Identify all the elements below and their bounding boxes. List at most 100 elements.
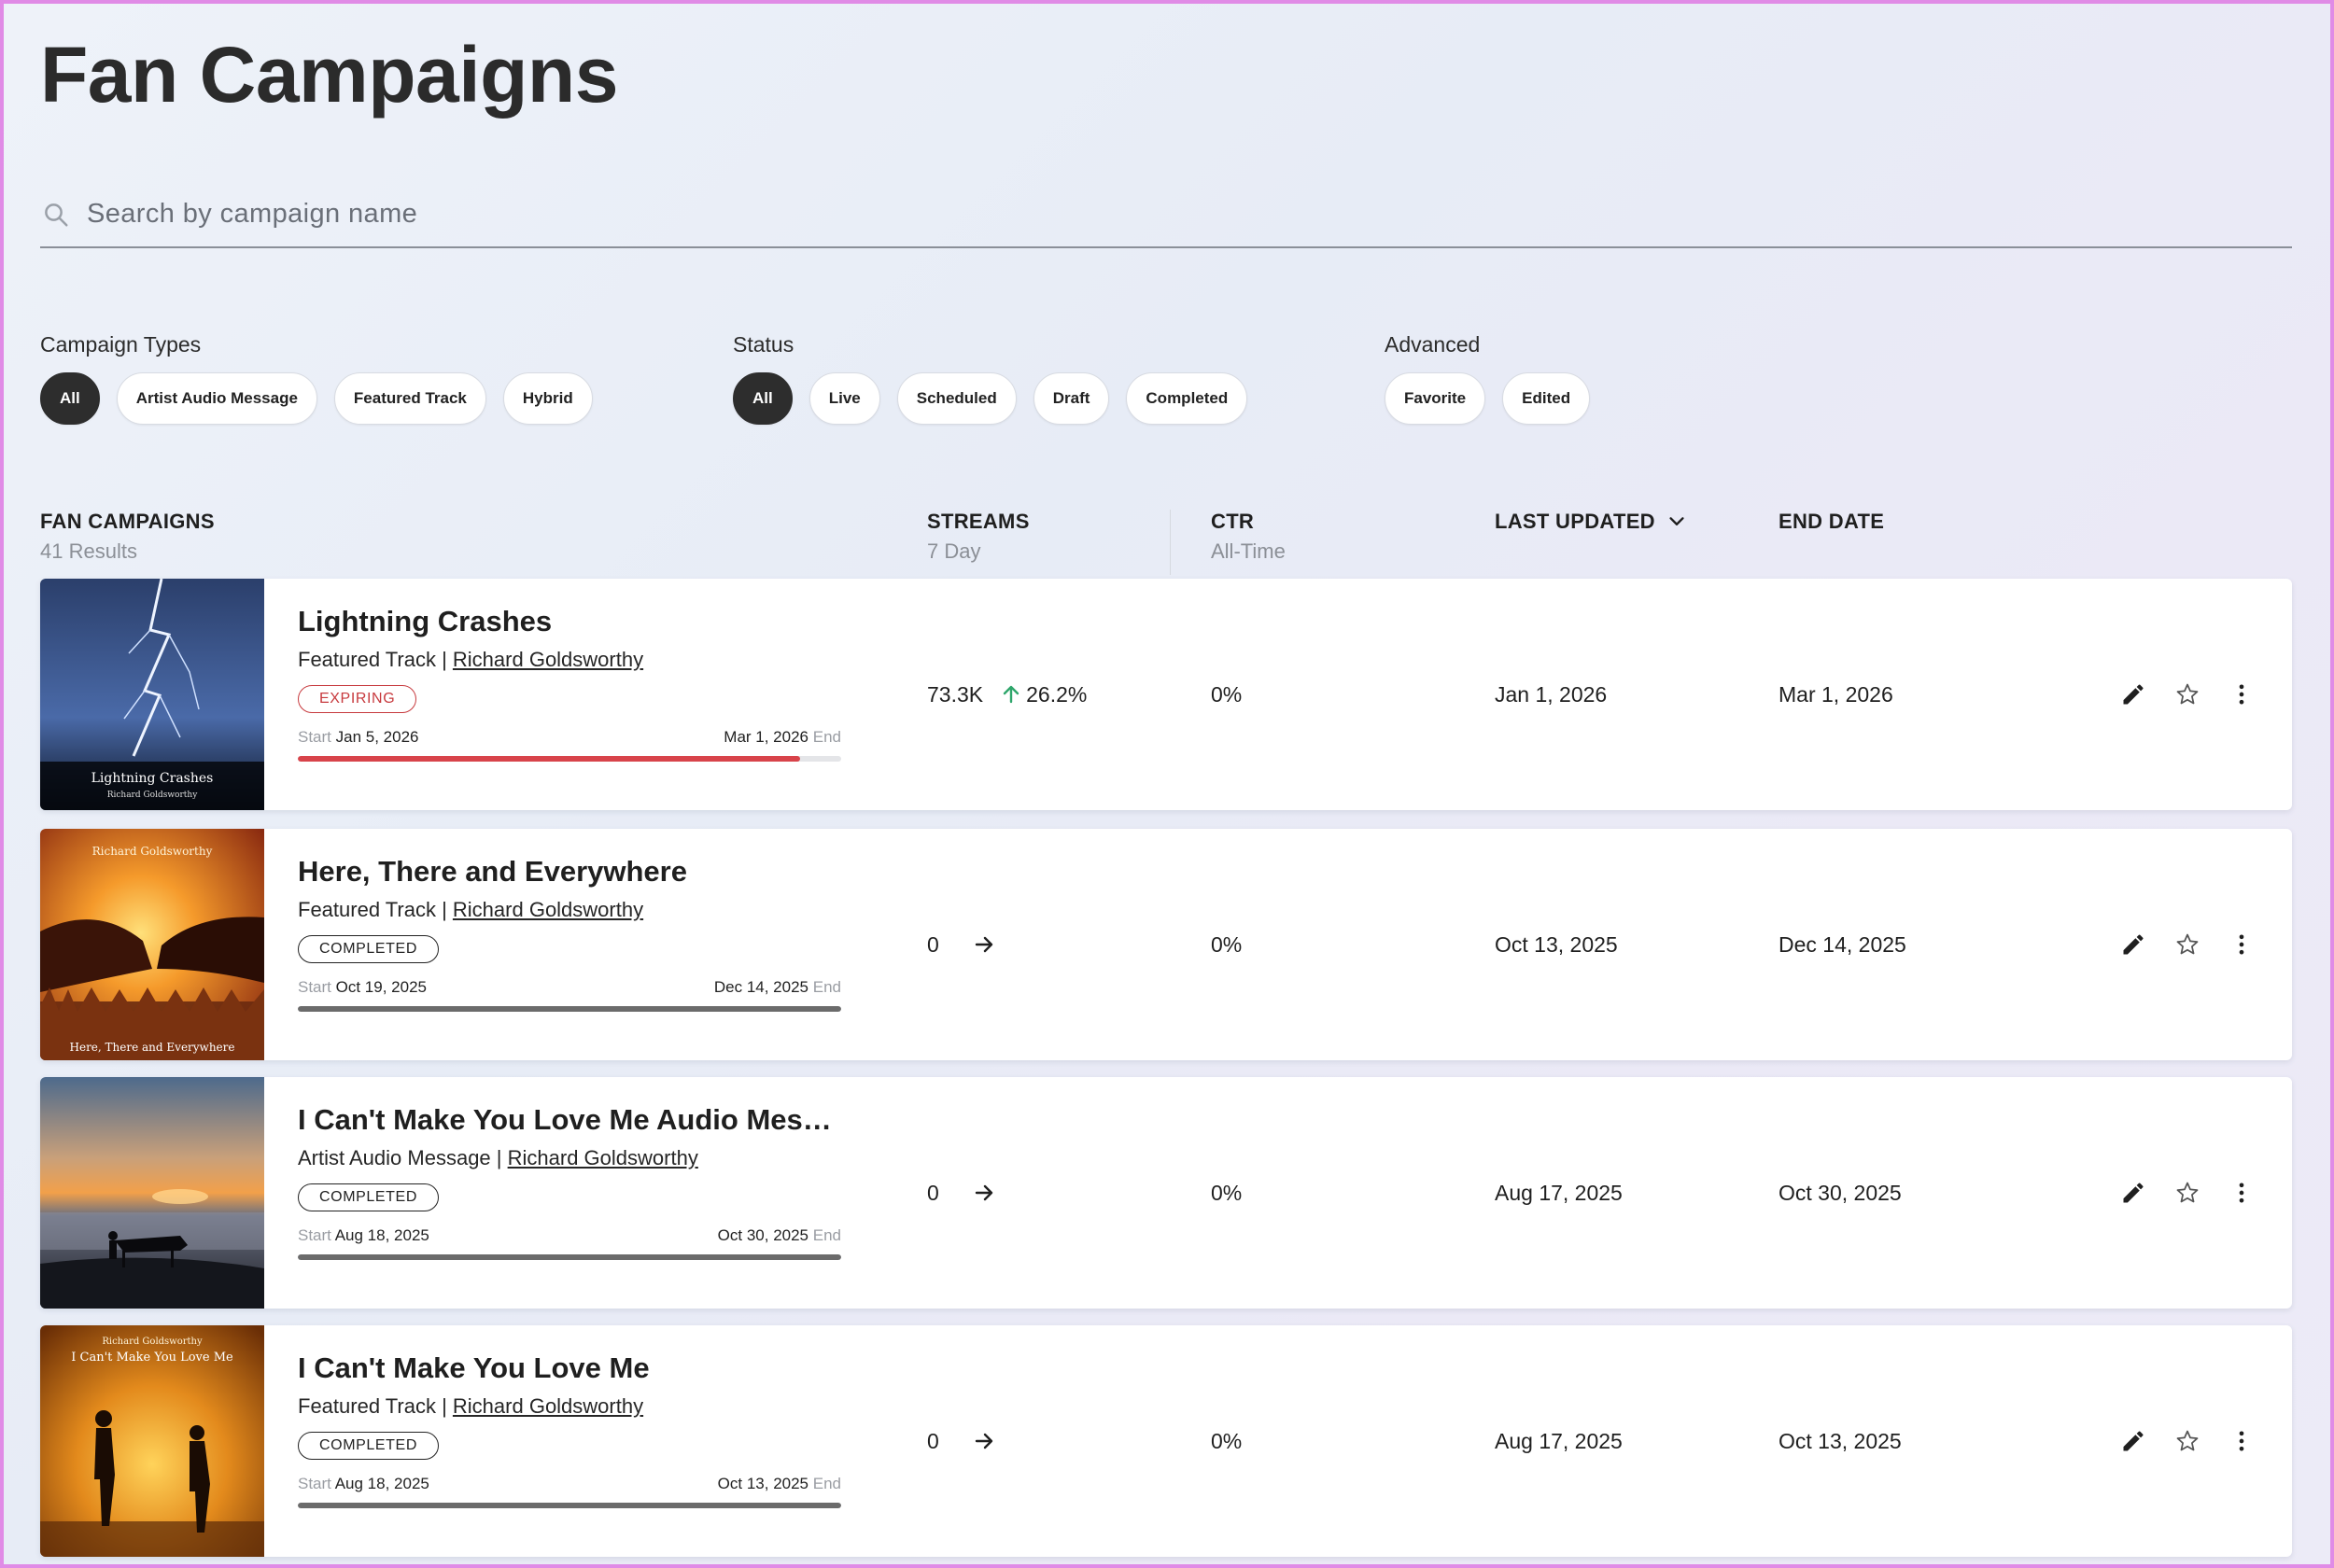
- more-options-icon[interactable]: [2229, 931, 2255, 958]
- start-date: Jan 5, 2026: [335, 728, 419, 746]
- progress-fill: [298, 1006, 841, 1012]
- chip-status-completed[interactable]: Completed: [1126, 372, 1248, 425]
- ctr-value: 0%: [1211, 1428, 1243, 1453]
- col-ctr[interactable]: CTR All-Time: [1211, 510, 1286, 564]
- more-options-icon[interactable]: [2229, 1180, 2255, 1206]
- start-date: Aug 18, 2025: [334, 1226, 429, 1244]
- table-row[interactable]: Lightning Crashes Richard Goldsworthy Li…: [40, 579, 2292, 810]
- art-title: Here, There and Everywhere: [70, 1041, 235, 1054]
- col-end-date[interactable]: END DATE: [1779, 510, 1884, 534]
- edit-icon[interactable]: [2120, 1180, 2146, 1206]
- arrow-up-icon: [1003, 685, 1019, 704]
- streams-count: 0: [927, 1428, 939, 1453]
- edit-icon[interactable]: [2120, 1428, 2146, 1454]
- ctr-value: 0%: [1211, 931, 1243, 957]
- last-updated-value: Aug 17, 2025: [1495, 1180, 1623, 1205]
- streams-value: 0: [927, 1077, 995, 1309]
- art-artist: Richard Goldsworthy: [107, 791, 198, 800]
- table-row[interactable]: Richard Goldsworthy Here, There and Ever…: [40, 829, 2292, 1060]
- status-filter: Status All Live Scheduled Draft Complete…: [733, 332, 1248, 425]
- status-label: Status: [733, 332, 794, 357]
- col-fan-campaigns-label: FAN CAMPAIGNS: [40, 510, 215, 533]
- campaign-name[interactable]: I Can't Make You Love Me Audio Messa…: [298, 1103, 841, 1136]
- start-date: Oct 19, 2025: [335, 978, 427, 996]
- arrow-right-icon: [975, 1433, 992, 1449]
- chip-edited[interactable]: Edited: [1502, 372, 1591, 425]
- streams-value: 0: [927, 829, 995, 1060]
- progress-bar: [298, 1006, 841, 1012]
- progress-bar: [298, 1503, 841, 1508]
- chip-status-all[interactable]: All: [733, 372, 793, 425]
- campaign-name[interactable]: I Can't Make You Love Me: [298, 1351, 650, 1384]
- end-date-value: Oct 13, 2025: [1779, 1428, 1902, 1453]
- start-label: Start: [298, 978, 331, 996]
- more-options-icon[interactable]: [2229, 681, 2255, 707]
- table-row[interactable]: I Can't Make You Love Me Audio Messa… Ar…: [40, 1077, 2292, 1309]
- advanced-label: Advanced: [1385, 332, 1481, 357]
- album-art: Richard Goldsworthy I Can't Make You Lov…: [40, 1325, 264, 1557]
- col-end-date-label: END DATE: [1779, 510, 1885, 533]
- star-icon[interactable]: [2174, 1180, 2200, 1206]
- campaign-type: Featured Track: [298, 648, 436, 671]
- chip-status-draft[interactable]: Draft: [1033, 372, 1110, 425]
- end-label: End: [812, 1226, 841, 1244]
- search-input[interactable]: [87, 198, 1394, 230]
- artist-link[interactable]: Richard Goldsworthy: [452, 648, 644, 671]
- end-date-value: Dec 14, 2025: [1779, 931, 1906, 957]
- search-bar: [40, 181, 2292, 248]
- chip-type-all[interactable]: All: [40, 372, 100, 425]
- chip-status-scheduled[interactable]: Scheduled: [896, 372, 1017, 425]
- edit-icon[interactable]: [2120, 681, 2146, 707]
- progress-fill: [298, 1254, 841, 1260]
- progress-fill: [298, 756, 801, 762]
- campaign-name[interactable]: Here, There and Everywhere: [298, 855, 687, 888]
- chip-type-hybrid[interactable]: Hybrid: [502, 372, 593, 425]
- last-updated-value: Jan 1, 2026: [1495, 681, 1608, 707]
- col-streams-sub: 7 Day: [927, 539, 981, 563]
- album-art: Lightning Crashes Richard Goldsworthy: [40, 579, 264, 810]
- streams-value: 73.3K 26.2%: [927, 579, 1087, 810]
- progress-fill: [298, 1503, 841, 1508]
- end-date-label-value: Dec 14, 2025: [713, 978, 809, 996]
- artist-link[interactable]: Richard Goldsworthy: [452, 898, 644, 921]
- more-options-icon[interactable]: [2229, 1428, 2255, 1454]
- streams-count: 73.3K: [927, 681, 984, 707]
- campaign-type: Featured Track: [298, 898, 436, 921]
- ctr-value: 0%: [1211, 1180, 1243, 1205]
- col-last-updated[interactable]: LAST UPDATED: [1495, 510, 1687, 534]
- streams-value: 0: [927, 1325, 995, 1557]
- col-fan-campaigns: FAN CAMPAIGNS 41 Results: [40, 510, 215, 564]
- album-art: Richard Goldsworthy Here, There and Ever…: [40, 829, 264, 1060]
- star-icon[interactable]: [2174, 931, 2200, 958]
- chip-favorite[interactable]: Favorite: [1385, 372, 1486, 425]
- streams-count: 0: [927, 1180, 939, 1205]
- progress-bar: [298, 1254, 841, 1260]
- artist-link[interactable]: Richard Goldsworthy: [507, 1146, 698, 1169]
- campaign-name[interactable]: Lightning Crashes: [298, 605, 553, 637]
- art-title: Lightning Crashes: [91, 771, 214, 786]
- progress-bar: [298, 756, 841, 762]
- chip-status-live[interactable]: Live: [808, 372, 880, 425]
- end-label: End: [812, 978, 841, 996]
- col-last-updated-label: LAST UPDATED: [1495, 510, 1655, 533]
- col-streams[interactable]: STREAMS 7 Day: [927, 510, 1030, 564]
- star-icon[interactable]: [2174, 1428, 2200, 1454]
- trend-percent: 26.2%: [1026, 681, 1088, 707]
- chip-type-featured-track[interactable]: Featured Track: [333, 372, 486, 425]
- chip-type-artist-audio-message[interactable]: Artist Audio Message: [116, 372, 317, 425]
- arrow-right-icon: [975, 936, 992, 953]
- streams-count: 0: [927, 931, 939, 957]
- results-count: 41 Results: [40, 539, 137, 563]
- table-row[interactable]: Richard Goldsworthy I Can't Make You Lov…: [40, 1325, 2292, 1557]
- end-date-label-value: Oct 13, 2025: [717, 1475, 809, 1492]
- art-artist: Richard Goldsworthy: [102, 1337, 203, 1347]
- campaign-types-filter: Campaign Types All Artist Audio Message …: [40, 332, 593, 425]
- star-icon[interactable]: [2174, 681, 2200, 707]
- start-label: Start: [298, 1475, 331, 1492]
- edit-icon[interactable]: [2120, 931, 2146, 958]
- start-date: Aug 18, 2025: [334, 1475, 429, 1492]
- status-badge: EXPIRING: [298, 685, 417, 713]
- artist-link[interactable]: Richard Goldsworthy: [452, 1394, 644, 1418]
- arrow-right-icon: [975, 1184, 992, 1201]
- end-label: End: [812, 1475, 841, 1492]
